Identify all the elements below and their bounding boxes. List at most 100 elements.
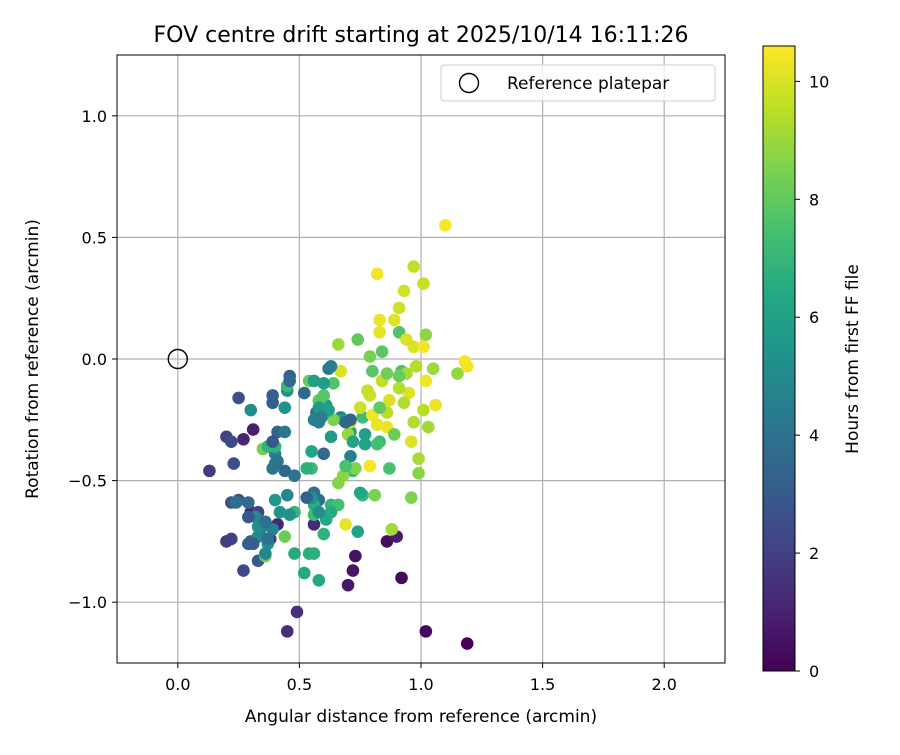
- colorbar-ticks: 0 2 4 6 8 10: [795, 72, 829, 681]
- data-point: [407, 340, 421, 354]
- data-point: [387, 313, 401, 327]
- data-point: [346, 564, 360, 577]
- data-point: [351, 525, 365, 538]
- data-point: [266, 462, 279, 475]
- data-point: [203, 464, 216, 478]
- data-point: [259, 547, 272, 560]
- data-point: [312, 505, 326, 519]
- data-point: [368, 488, 382, 502]
- data-point: [363, 350, 377, 363]
- y-axis-ticks: −1.0 −0.5 0.0 0.5 1.0: [68, 107, 117, 612]
- data-point: [225, 435, 238, 448]
- data-point: [349, 462, 362, 475]
- data-point: [259, 515, 272, 529]
- colorbar-tick-label: 2: [809, 544, 819, 563]
- data-point: [297, 386, 311, 400]
- data-point: [280, 625, 294, 638]
- data-point: [392, 301, 406, 315]
- data-point: [283, 508, 296, 521]
- data-point: [380, 535, 394, 548]
- data-point: [266, 435, 279, 448]
- data-point: [409, 359, 423, 373]
- y-tick-label: 1.0: [82, 107, 107, 126]
- data-point: [419, 374, 433, 388]
- chart-title: FOV centre drift starting at 2025/10/14 …: [154, 23, 689, 48]
- y-tick-label: −0.5: [68, 472, 107, 491]
- data-point: [278, 425, 292, 439]
- data-point: [392, 381, 406, 395]
- data-point: [317, 389, 331, 402]
- data-point: [237, 432, 250, 446]
- data-point: [417, 277, 430, 290]
- data-point: [387, 428, 401, 441]
- data-point: [353, 401, 367, 414]
- data-point: [242, 510, 255, 524]
- data-point: [324, 359, 338, 373]
- data-point: [412, 467, 425, 480]
- data-point: [439, 218, 452, 232]
- data-point: [412, 452, 425, 466]
- colorbar: 0 2 4 6 8 10 Hours from first FF file: [762, 45, 863, 681]
- data-point: [273, 505, 287, 519]
- colorbar-label: Hours from first FF file: [843, 264, 863, 454]
- data-point: [288, 469, 301, 483]
- data-point: [402, 386, 416, 400]
- data-point: [339, 518, 352, 531]
- y-axis-label: Rotation from reference (arcmin): [23, 219, 43, 499]
- data-point: [307, 518, 321, 531]
- data-point: [317, 527, 331, 541]
- data-point: [380, 367, 394, 380]
- data-point: [317, 447, 331, 461]
- data-point: [370, 267, 384, 281]
- y-tick-label: 0.0: [82, 350, 107, 369]
- x-tick-label: 0.5: [287, 675, 312, 694]
- data-point: [314, 411, 328, 424]
- data-point: [351, 333, 365, 346]
- data-point: [278, 464, 292, 478]
- data-point: [288, 547, 301, 560]
- axes-area: 0.0 0.5 1.0 1.5 2.0 −1.0 −0.5 0.0 0.5 1.0: [68, 54, 726, 694]
- data-point: [290, 605, 304, 619]
- data-point: [407, 415, 421, 429]
- data-point: [395, 571, 408, 585]
- data-point: [300, 491, 313, 504]
- data-points: [203, 218, 474, 650]
- data-point: [383, 462, 396, 475]
- data-point: [346, 435, 360, 448]
- data-point: [417, 340, 430, 354]
- data-point: [373, 313, 386, 327]
- data-point: [334, 364, 348, 378]
- data-point: [358, 437, 372, 451]
- data-point: [278, 530, 292, 543]
- data-point: [227, 457, 241, 470]
- x-tick-label: 1.5: [530, 675, 555, 694]
- data-point: [268, 493, 282, 507]
- y-tick-label: −1.0: [68, 593, 107, 612]
- data-point: [305, 445, 318, 458]
- data-point: [312, 574, 326, 587]
- data-point: [307, 547, 321, 560]
- x-tick-label: 1.0: [408, 675, 433, 694]
- data-point: [397, 284, 411, 298]
- grid: [117, 55, 725, 663]
- data-point: [312, 401, 326, 414]
- x-tick-label: 2.0: [651, 675, 676, 694]
- data-point: [363, 459, 377, 473]
- reference-marker: [167, 348, 189, 370]
- data-point: [361, 384, 374, 397]
- data-point: [332, 338, 345, 351]
- data-point: [417, 403, 430, 417]
- data-point: [242, 496, 255, 509]
- data-point: [375, 345, 389, 359]
- data-point: [232, 391, 245, 405]
- legend-box: [440, 64, 716, 102]
- data-point: [266, 389, 279, 402]
- data-point: [460, 637, 474, 650]
- data-point: [246, 423, 260, 436]
- data-point: [229, 496, 243, 509]
- data-point: [344, 413, 357, 427]
- data-point: [358, 428, 372, 441]
- data-point: [385, 522, 399, 536]
- x-tick-label: 0.0: [165, 675, 190, 694]
